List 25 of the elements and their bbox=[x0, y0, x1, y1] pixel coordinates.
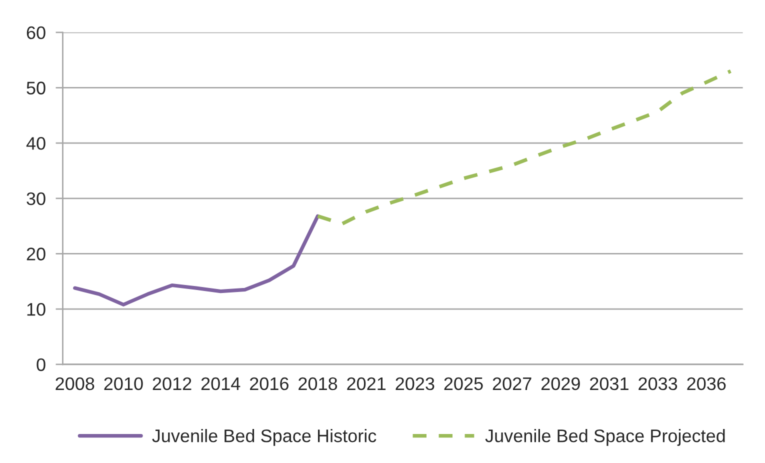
line-series bbox=[73, 214, 320, 306]
x-tick-label: 2036 bbox=[687, 377, 726, 390]
line-series bbox=[316, 69, 732, 226]
x-tick-label: 2010 bbox=[104, 377, 143, 390]
x-tick-label: 2008 bbox=[56, 377, 94, 390]
y-tick-label: 60 bbox=[26, 26, 46, 40]
x-tick-label: 2031 bbox=[590, 377, 628, 390]
x-tick-label: 2021 bbox=[347, 377, 386, 390]
x-tick-label: 2027 bbox=[492, 377, 532, 390]
x-tick-label: 2012 bbox=[152, 377, 192, 390]
legend-label: Juvenile Bed Space Historic bbox=[152, 429, 376, 446]
x-tick-label: 2018 bbox=[298, 377, 338, 390]
x-tick-label: 2033 bbox=[638, 377, 678, 390]
y-tick-label: 10 bbox=[27, 302, 46, 316]
x-tick-label: 2025 bbox=[444, 377, 483, 390]
x-tick-label: 2023 bbox=[396, 377, 434, 390]
y-tick-label: 0 bbox=[36, 358, 46, 372]
x-tick-label: 2016 bbox=[250, 377, 288, 390]
x-tick-label: 2029 bbox=[541, 377, 580, 390]
legend-label: Juvenile Bed Space Projected bbox=[485, 429, 725, 446]
x-tick-label: 2014 bbox=[201, 377, 240, 390]
y-tick-label: 20 bbox=[26, 248, 46, 260]
y-tick-label: 30 bbox=[26, 192, 46, 206]
y-tick-label: 50 bbox=[26, 82, 46, 94]
y-tick-label: 40 bbox=[26, 137, 46, 150]
